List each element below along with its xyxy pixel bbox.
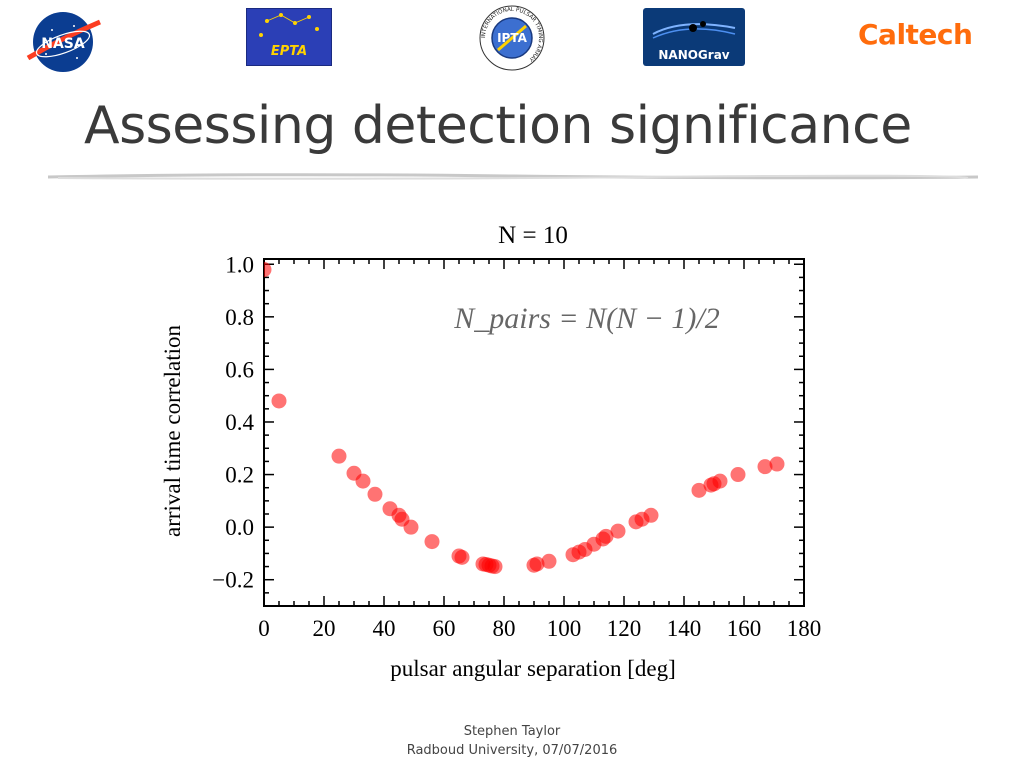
data-point (598, 528, 614, 544)
x-tick-label: 20 (313, 616, 336, 641)
y-tick-label: 0.8 (225, 305, 254, 330)
data-point (757, 459, 773, 475)
y-tick-label: 1.0 (225, 252, 254, 277)
data-point (487, 559, 503, 575)
chart-title: N = 10 (498, 222, 568, 249)
npairs-annotation: N_pairs = N(N − 1)/2 (453, 302, 720, 335)
epta-logo: EPTA (246, 8, 332, 66)
data-point (355, 473, 371, 489)
data-point (367, 486, 383, 502)
svg-text:IPTA: IPTA (497, 31, 528, 45)
x-tick-label: 180 (787, 616, 822, 641)
x-tick-label: 60 (433, 616, 456, 641)
data-point (529, 556, 545, 572)
nanograv-logo: NANOGrav (643, 8, 745, 66)
data-point (264, 262, 272, 278)
data-point (691, 482, 707, 498)
y-tick-label: 0.4 (225, 410, 254, 435)
data-point (610, 523, 626, 539)
data-point (643, 507, 659, 523)
data-point (403, 519, 419, 535)
data-point (331, 448, 347, 464)
title-divider (48, 173, 978, 180)
caltech-logo: Caltech (858, 18, 973, 51)
data-point (730, 467, 746, 483)
x-tick-label: 140 (667, 616, 702, 641)
data-point (424, 534, 440, 550)
x-tick-label: 160 (727, 616, 762, 641)
nasa-logo: NASA (22, 8, 104, 76)
y-tick-label: 0.0 (225, 515, 254, 540)
footer-affiliation-date: Radboud University, 07/07/2016 (406, 743, 618, 758)
data-point (541, 553, 557, 569)
svg-text:NASA: NASA (41, 36, 85, 52)
x-tick-label: 100 (547, 616, 582, 641)
y-tick-label: 0.6 (225, 357, 254, 382)
slide-title: Assessing detection significance (84, 96, 912, 156)
x-tick-label: 40 (373, 616, 396, 641)
ipta-logo: IPTA INTERNATIONAL PULSAR TIMING ARRAY (470, 4, 554, 72)
x-tick-label: 80 (493, 616, 516, 641)
data-point (454, 549, 470, 565)
data-point (769, 456, 785, 472)
epta-label: EPTA (270, 44, 308, 59)
y-axis-label: arrival time correlation (160, 324, 185, 537)
x-axis-label: pulsar angular separation [deg] (390, 656, 675, 681)
x-tick-label: 0 (258, 616, 270, 641)
footer-author: Stephen Taylor (463, 724, 561, 739)
x-tick-label: 120 (607, 616, 642, 641)
y-tick-label: 0.2 (225, 463, 254, 488)
y-tick-label: −0.2 (212, 568, 254, 593)
data-point (712, 473, 728, 489)
data-point (271, 393, 287, 409)
nanograv-label: NANOGrav (658, 48, 730, 62)
